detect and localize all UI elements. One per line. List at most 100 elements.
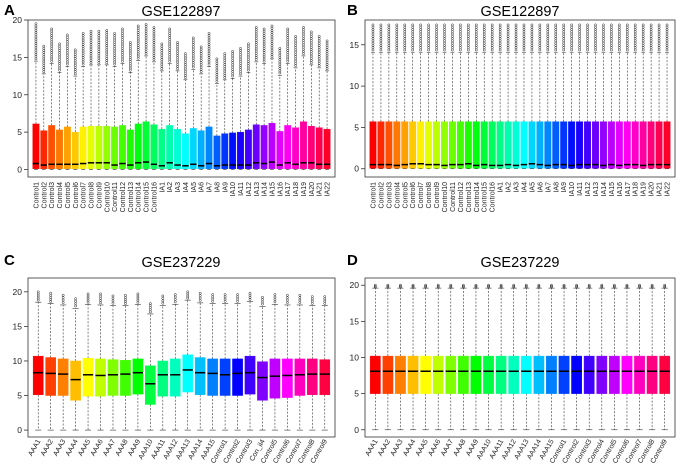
outlier-point xyxy=(152,41,156,44)
outlier-point xyxy=(443,41,446,45)
outlier-point xyxy=(641,32,645,36)
box-Control8 xyxy=(425,23,433,170)
outlier-point xyxy=(160,60,164,64)
outlier-point xyxy=(113,62,116,66)
outlier-point xyxy=(665,25,669,29)
outlier-point xyxy=(113,40,116,44)
box-IA16 xyxy=(615,23,623,170)
box-body xyxy=(533,355,545,394)
outlier-point xyxy=(261,302,264,306)
outlier-point xyxy=(262,38,266,42)
outlier-point xyxy=(121,49,124,52)
outlier-point xyxy=(50,29,54,33)
x-tick-label: Control12 xyxy=(120,182,127,212)
box-body xyxy=(307,125,315,169)
outlier-point xyxy=(570,48,574,52)
outlier-point xyxy=(633,25,637,29)
outlier-point xyxy=(176,58,179,62)
outlier-point xyxy=(419,32,423,36)
outlier-point xyxy=(474,284,478,288)
outlier-point xyxy=(537,285,541,289)
box-body xyxy=(407,355,419,394)
outlier-point xyxy=(129,47,132,51)
outlier-point xyxy=(168,55,172,59)
outlier-point xyxy=(387,41,391,45)
outlier-point xyxy=(498,44,502,47)
outlier-point xyxy=(89,34,93,38)
outlier-point xyxy=(34,44,38,48)
outlier-point xyxy=(152,30,156,34)
outlier-point xyxy=(387,25,391,29)
x-tick-label: Control12 xyxy=(458,182,465,212)
outlier-point xyxy=(451,32,454,36)
outlier-point xyxy=(379,32,383,36)
outlier-point xyxy=(113,47,116,51)
outlier-point xyxy=(211,297,214,301)
box-IA3 xyxy=(174,41,181,170)
x-tick-label: Control14 xyxy=(136,182,143,212)
outlier-point xyxy=(459,23,462,27)
outlier-point xyxy=(50,46,54,50)
outlier-point xyxy=(168,46,172,50)
x-tick-label: Control2 xyxy=(378,182,385,209)
outlier-point xyxy=(144,45,148,49)
outlier-point xyxy=(602,23,605,27)
outlier-point xyxy=(309,52,313,56)
box-body xyxy=(40,130,48,169)
x-tick-label: Control10 xyxy=(104,182,111,212)
box-AAA13 xyxy=(182,290,194,431)
outlier-point xyxy=(317,50,321,54)
outlier-point xyxy=(395,28,399,31)
outlier-point xyxy=(231,52,234,55)
box-body xyxy=(655,121,663,169)
outlier-point xyxy=(530,34,534,38)
box-IA14 xyxy=(599,23,607,170)
outlier-point xyxy=(81,60,85,64)
outlier-point xyxy=(270,39,274,43)
outlier-point xyxy=(136,54,140,58)
outlier-point xyxy=(298,298,302,302)
outlier-point xyxy=(474,44,478,47)
outlier-point xyxy=(665,32,669,36)
outlier-point xyxy=(231,67,234,71)
outlier-point xyxy=(198,296,202,300)
outlier-point xyxy=(81,45,85,48)
box-AAA2 xyxy=(45,291,56,431)
outlier-point xyxy=(570,30,574,34)
outlier-point xyxy=(490,39,494,43)
outlier-point xyxy=(435,25,438,29)
box-body xyxy=(568,121,576,169)
outlier-point xyxy=(474,48,478,52)
box-Control7 xyxy=(79,32,87,170)
outlier-point xyxy=(602,39,605,43)
box-AAA6 xyxy=(95,292,106,431)
outlier-point xyxy=(184,58,187,62)
outlier-point xyxy=(657,30,661,34)
outlier-point xyxy=(530,23,534,27)
outlier-point xyxy=(111,297,115,300)
outlier-point xyxy=(443,30,446,34)
outlier-point xyxy=(411,285,415,289)
box-Control2 xyxy=(377,23,385,170)
box-body xyxy=(82,357,94,397)
outlier-point xyxy=(633,44,637,47)
outlier-point xyxy=(530,41,534,45)
x-tick-label: Control8 xyxy=(89,182,96,209)
outlier-point xyxy=(129,45,132,49)
outlier-point xyxy=(294,46,297,50)
outlier-point xyxy=(89,59,93,62)
outlier-point xyxy=(81,38,85,42)
outlier-point xyxy=(602,46,605,50)
outlier-point xyxy=(97,36,101,40)
outlier-point xyxy=(522,48,526,52)
outlier-point xyxy=(403,23,407,27)
outlier-point xyxy=(641,44,645,47)
outlier-point xyxy=(323,299,327,303)
y-tick-label: 10 xyxy=(350,81,360,91)
outlier-point xyxy=(215,75,219,79)
outlier-point xyxy=(231,72,234,76)
outlier-point xyxy=(144,52,148,55)
outlier-point xyxy=(325,58,329,62)
outlier-point xyxy=(554,34,558,38)
outlier-point xyxy=(474,46,478,50)
